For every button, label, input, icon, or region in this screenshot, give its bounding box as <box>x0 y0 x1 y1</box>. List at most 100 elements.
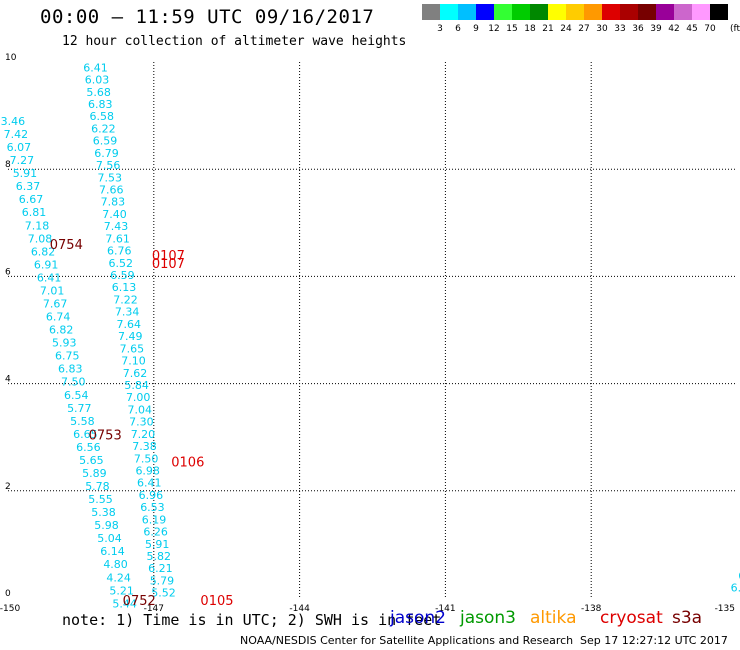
swh-value: 7.83 <box>101 196 126 209</box>
legend-label: 42 <box>668 24 679 34</box>
swh-value: 7.27 <box>10 154 35 167</box>
pass-time-label: 0105 <box>200 594 233 609</box>
legend-label: 18 <box>524 24 536 34</box>
pass-time-label: 0754 <box>50 238 83 253</box>
pass-time-label: 0107 <box>152 249 185 264</box>
swh-value: 7.42 <box>4 128 29 141</box>
x-tick-label: -144 <box>289 604 310 614</box>
legend-label: 21 <box>542 24 553 34</box>
swh-value: 7.01 <box>40 284 65 297</box>
swh-value: 6.98 <box>135 464 160 477</box>
swh-value: 6.83 <box>58 363 83 376</box>
swh-value: 7.53 <box>97 171 122 184</box>
swh-value: 7.40 <box>102 208 127 221</box>
swh-value: 5.77 <box>67 402 92 415</box>
legend-swatch <box>620 4 638 20</box>
swh-value: 6.7 <box>731 581 740 594</box>
legend-label: 30 <box>596 24 608 34</box>
footer-note: note: 1) Time is in UTC; 2) SWH is in fe… <box>62 611 442 629</box>
swh-value: 7.38 <box>132 440 157 453</box>
swh-value: 6.14 <box>100 545 125 558</box>
swh-value: 6.59 <box>93 135 118 148</box>
swh-value: 6. <box>738 570 740 583</box>
swh-value: 7.50 <box>134 452 159 465</box>
swh-value: 7.30 <box>129 416 154 429</box>
swh-value: 5.78 <box>85 480 110 493</box>
swh-value: 7.10 <box>121 355 146 368</box>
swh-value: 5.82 <box>147 550 172 563</box>
swh-value: 7.08 <box>28 232 53 245</box>
swh-value: 7.62 <box>123 367 148 380</box>
legend-swatch <box>530 4 548 20</box>
swh-value: 7.43 <box>104 220 129 233</box>
legend-label: 15 <box>506 24 517 34</box>
legend-label: 70 <box>704 24 716 34</box>
legend-swatch <box>422 4 440 20</box>
legend-swatch <box>548 4 566 20</box>
pass-time-label: 0752 <box>123 594 156 609</box>
swh-value: 7.64 <box>116 318 141 331</box>
legend-swatch <box>656 4 674 20</box>
mission-name-altika: altika <box>530 608 577 628</box>
legend-swatch <box>566 4 584 20</box>
legend-swatch <box>638 4 656 20</box>
swh-tracks: 3.467.426.077.275.916.376.676.817.187.08… <box>1 61 740 610</box>
map-grid <box>8 62 737 598</box>
x-tick-label: -141 <box>435 604 455 614</box>
swh-value: 6.59 <box>110 269 135 282</box>
swh-value: 5.44 <box>112 597 137 610</box>
legend-label: 3 <box>437 24 443 34</box>
swh-value: 6.76 <box>107 245 132 258</box>
legend-swatch <box>584 4 602 20</box>
x-tick-label: -135 <box>715 604 735 614</box>
swh-value: 6.56 <box>76 441 101 454</box>
swh-value: 5.58 <box>70 415 95 428</box>
swh-value: 6.41 <box>37 271 62 284</box>
pass-time-label: 0106 <box>171 455 204 470</box>
y-tick-label: 6 <box>5 267 11 277</box>
swh-value: 6.21 <box>148 562 173 575</box>
y-tick-label: 4 <box>5 375 11 385</box>
swh-value: 6.52 <box>109 257 134 270</box>
swh-value: 6.19 <box>142 513 167 526</box>
swh-value: 7.67 <box>43 297 68 310</box>
swh-value: 6.81 <box>22 206 47 219</box>
swh-value: 7.49 <box>118 330 143 343</box>
legend-swatch <box>458 4 476 20</box>
swh-value: 5.98 <box>94 519 119 532</box>
legend-label: 33 <box>614 24 625 34</box>
swh-value: 5.79 <box>150 574 175 587</box>
y-tick-label: 10 <box>5 53 17 63</box>
legend-swatch <box>512 4 530 20</box>
mission-name-s3a: s3a <box>672 608 703 628</box>
swh-value: 7.22 <box>113 293 138 306</box>
legend-label: 36 <box>632 24 644 34</box>
legend-label: 39 <box>650 24 662 34</box>
swh-value: 7.50 <box>61 376 86 389</box>
swh-value: 6.37 <box>16 180 41 193</box>
swh-value: 7.61 <box>105 232 130 245</box>
legend-unit: (ft) <box>730 24 740 34</box>
y-tick-label: 2 <box>5 482 11 492</box>
swh-value: 5.91 <box>145 538 170 551</box>
swh-value: 6.54 <box>64 389 89 402</box>
legend-swatch <box>476 4 494 20</box>
mission-name-jason3: jason3 <box>460 608 516 628</box>
swh-value: 6.96 <box>139 489 164 502</box>
legend-swatch <box>692 4 710 20</box>
swh-value: 6.13 <box>112 281 137 294</box>
swh-value: 6.41 <box>83 61 108 74</box>
legend-swatch <box>494 4 512 20</box>
swh-value: 6.91 <box>34 258 59 271</box>
footer-timestamp: Sep 17 12:27:12 UTC 2017 <box>580 634 728 647</box>
swh-value: 7.20 <box>131 428 156 441</box>
chart-subtitle: 12 hour collection of altimeter wave hei… <box>62 34 407 49</box>
swh-value: 6.65 <box>73 428 98 441</box>
swh-value: 5.89 <box>82 467 107 480</box>
swh-value: 7.00 <box>126 391 151 404</box>
swh-value: 6.58 <box>90 110 115 123</box>
swh-value: 5.04 <box>97 532 122 545</box>
axis-ticks: -150 -147 -144 -141 -138 -135 0 2 4 6 8 10 <box>0 53 735 614</box>
